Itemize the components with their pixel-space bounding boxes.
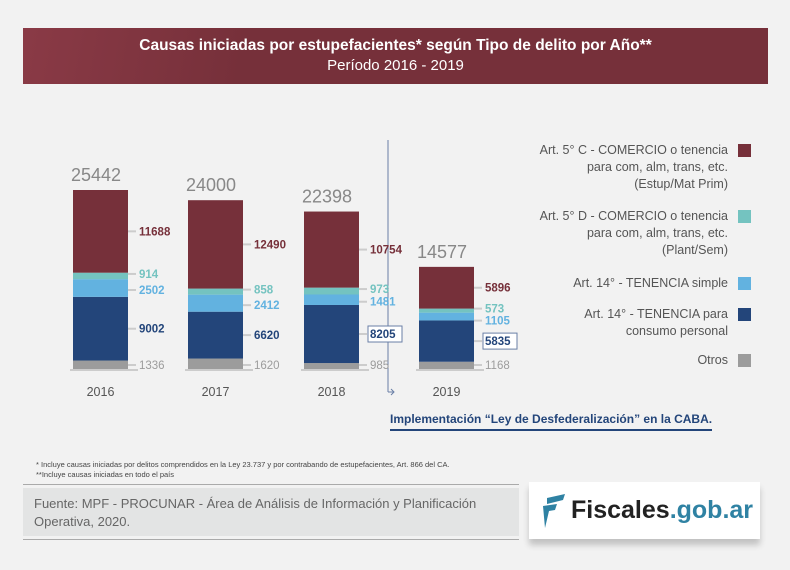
legend-line: (Plant/Sem) [662,243,728,257]
annotation-desfederalizacion: Implementación “Ley de Desfederalización… [390,412,713,431]
total-label: 22398 [302,187,352,207]
legend-swatch [738,308,751,321]
value-label: 1336 [139,360,165,372]
total-label: 24000 [186,175,236,195]
bar-segment [188,311,243,359]
value-label: 12490 [254,239,286,251]
legend-line: Art. 5° C - COMERCIO o tenencia [539,143,728,157]
bar-segment [304,363,359,370]
bar-segment [419,266,474,309]
value-label: 2502 [139,285,165,297]
bar-segment [188,288,243,295]
bar-segment [73,360,128,370]
value-box [367,325,403,343]
x-tick-label: 2018 [318,385,346,399]
total-label: 14577 [417,242,467,262]
legend-swatch [738,354,751,367]
footnotes: * Incluye causas iniciadas por delitos c… [36,460,450,480]
legend-line: consumo personal [625,324,728,338]
bar-segment [304,304,359,364]
value-label: 6620 [254,330,280,342]
total-label: 25442 [71,165,121,185]
legend-entry-label: Art. 5° C - COMERCIO o tenencia para com,… [540,142,728,193]
value-label: 5896 [485,283,511,295]
chart-subtitle: Período 2016 - 2019 [327,57,464,74]
value-label: 985 [370,360,389,372]
x-tick-label: 2019 [433,385,461,399]
legend-entry-label: Art. 14° - TENENCIA simple [573,275,728,292]
bar-segment [188,200,243,289]
legend-line: Art. 14° - TENENCIA simple [573,276,728,290]
bar-segment [73,272,128,280]
value-label: 10754 [370,245,403,257]
value-label: 858 [254,285,274,297]
bar-segment [419,308,474,313]
footnote-1: * Incluye causas iniciadas por delitos c… [36,460,450,469]
legend-line: para com, alm, trans, etc. [586,226,728,240]
logo-flag-icon [543,493,565,528]
bar-segment [304,287,359,295]
legend-line: para com, alm, trans, etc. [586,160,728,174]
x-tick-label: 2016 [87,385,115,399]
legend-line: Otros [697,353,728,367]
bar-segment [304,294,359,305]
legend-swatch [738,144,751,157]
x-tick-label: 2017 [202,385,230,399]
value-label: 11688 [139,226,171,238]
legend-line: Art. 14° - TENENCIA para [584,307,728,321]
bar-segment [419,320,474,362]
legend-entry-label: Art. 5° D - COMERCIO o tenencia para com,… [540,208,728,259]
bar-segment [419,361,474,370]
value-label: 1620 [254,360,280,372]
value-label: 573 [485,304,504,316]
value-label: 1481 [370,297,396,309]
legend-swatch [738,210,751,223]
legend-entry-label: Art. 14° - TENENCIA para consumo personal [584,306,728,340]
stacked-bar-chart: 1336 9002 2502 914 11688 25442 2016 1620 6620 241… [70,140,518,399]
fiscales-logo: Fiscales.gob.ar [529,482,760,539]
chart-title: Causas iniciadas por estupefacientes* se… [139,37,652,54]
value-label: 2412 [254,300,280,312]
legend-swatch [738,277,751,290]
footnote-2: **Incluye causas iniciadas en todo el pa… [36,470,175,479]
logo-name: Fiscales [571,496,670,524]
chart-title-banner: Causas iniciadas por estupefacientes* se… [23,28,768,84]
value-label: 914 [139,269,159,281]
arrow-icon [388,388,395,396]
value-label: 9002 [139,324,165,336]
bar-segment [73,190,128,273]
value-label: 1168 [485,360,510,372]
value-label: 8205 [370,329,396,341]
value-label: 1105 [485,316,511,328]
source-box: Fuente: MPF - PROCUNAR - Área de Análisi… [23,484,519,540]
bar-segment [419,312,474,321]
bar-segment [188,358,243,370]
logo-domain: .gob.ar [669,496,754,524]
legend-line: (Estup/Mat Prim) [634,177,728,191]
legend-entry-label: Otros [697,352,728,369]
value-label: 973 [370,284,389,296]
value-box [482,332,518,350]
bar-segment [304,211,359,288]
value-label: 5835 [485,336,511,348]
bar-segment [188,294,243,312]
source-text: Fuente: MPF - PROCUNAR - Área de Análisi… [23,488,519,536]
bar-segment [73,296,128,361]
legend-line: Art. 5° D - COMERCIO o tenencia [539,209,728,223]
bar-segment [73,279,128,297]
